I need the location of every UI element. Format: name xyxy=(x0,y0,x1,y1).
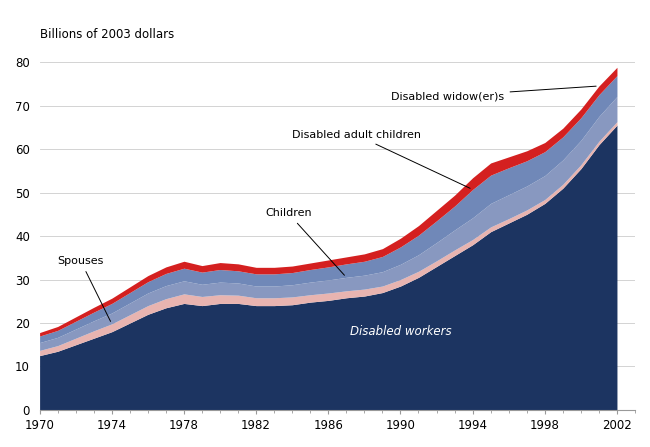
Text: Billions of 2003 dollars: Billions of 2003 dollars xyxy=(40,28,174,41)
Text: Spouses: Spouses xyxy=(58,256,110,321)
Text: Disabled widow(er)s: Disabled widow(er)s xyxy=(391,86,596,101)
Text: Children: Children xyxy=(265,208,344,275)
Text: Disabled workers: Disabled workers xyxy=(350,325,451,338)
Text: Disabled adult children: Disabled adult children xyxy=(292,130,470,188)
